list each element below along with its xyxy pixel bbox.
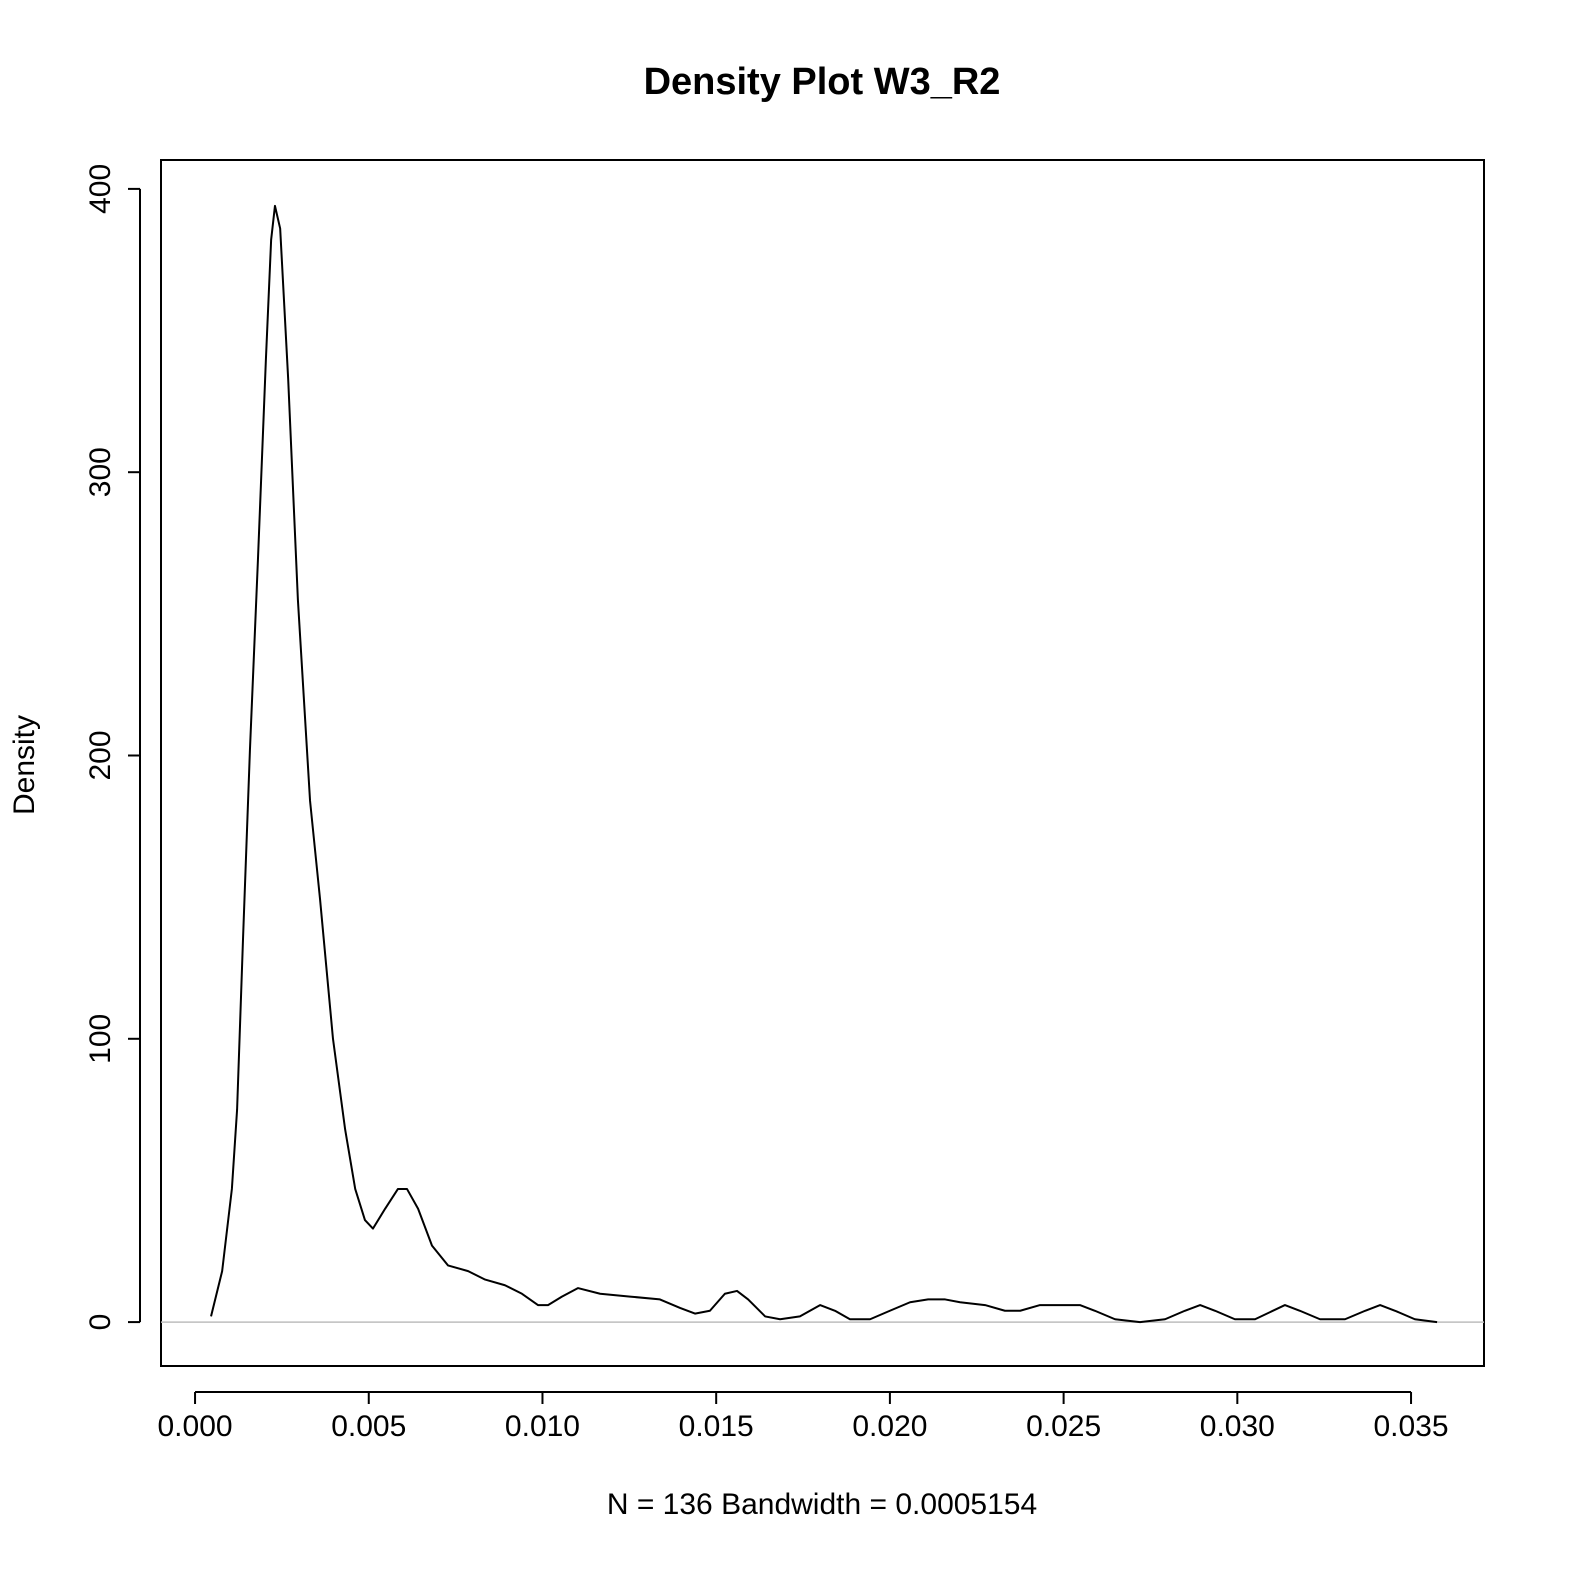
x-tick-label: 0.000 (158, 1410, 233, 1443)
y-tick-label: 0 (84, 1314, 117, 1331)
plot-frame (160, 159, 1485, 1367)
y-tick-label: 300 (84, 447, 117, 497)
x-tick-label: 0.010 (505, 1410, 580, 1443)
x-axis-label: N = 136 Bandwidth = 0.0005154 (607, 1488, 1037, 1521)
x-tick-label: 0.030 (1200, 1410, 1275, 1443)
y-tick-label: 200 (84, 730, 117, 780)
y-tick-label: 100 (84, 1014, 117, 1064)
x-tick-label: 0.005 (331, 1410, 406, 1443)
y-tick-label: 400 (84, 164, 117, 214)
x-tick-label: 0.025 (1026, 1410, 1101, 1443)
y-axis-label: Density (8, 715, 41, 815)
x-tick-label: 0.020 (852, 1410, 927, 1443)
chart-title: Density Plot W3_R2 (644, 61, 1001, 103)
x-tick-label: 0.035 (1374, 1410, 1449, 1443)
x-tick-label: 0.015 (679, 1410, 754, 1443)
density-line (210, 204, 1438, 1324)
